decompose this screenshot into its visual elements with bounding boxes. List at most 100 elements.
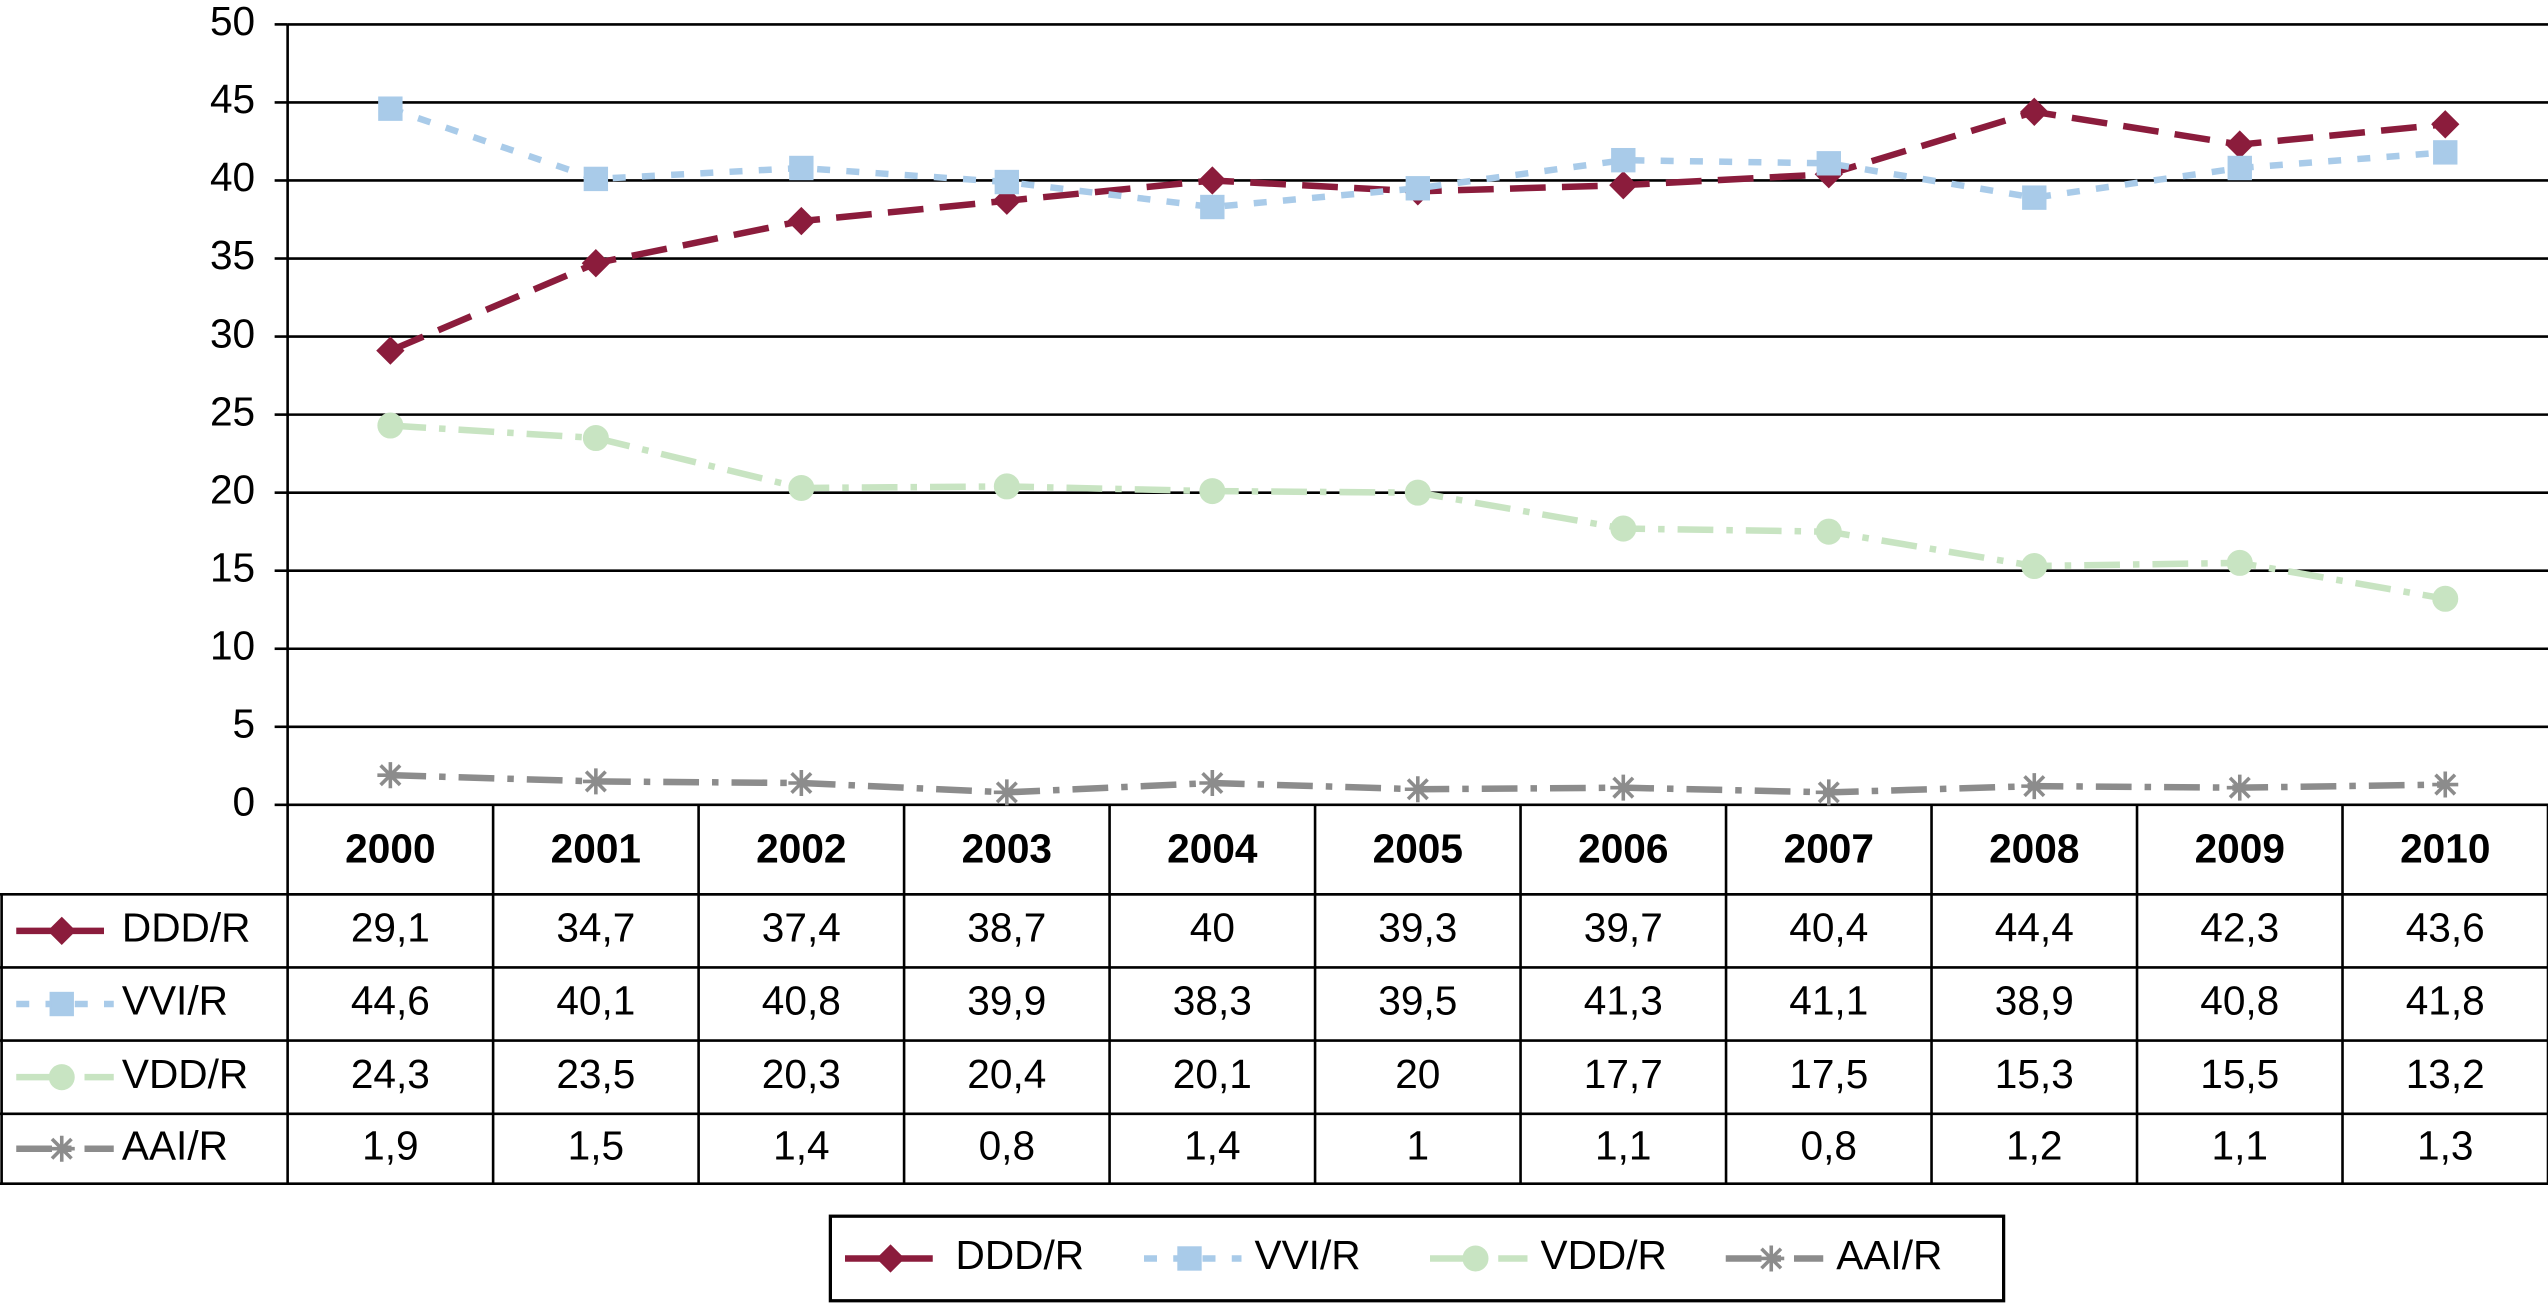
legend-label: VVI/R: [122, 978, 228, 1024]
y-tick-label: 40: [210, 154, 255, 200]
y-tick-label: 15: [210, 544, 255, 590]
marker: [1462, 1245, 1489, 1272]
legend-label: DDD/R: [122, 905, 251, 951]
y-tick-label: 30: [210, 310, 255, 356]
marker: [2022, 185, 2047, 210]
x-tick-label: 2005: [1373, 826, 1463, 872]
marker: [2431, 110, 2460, 139]
y-tick-label: 35: [210, 232, 255, 278]
table-cell: 23,5: [556, 1051, 635, 1097]
marker: [581, 249, 611, 278]
table-cell: 1,1: [1595, 1122, 1651, 1168]
table-cell: 38,9: [1995, 978, 2074, 1024]
table-cell: 39,7: [1584, 905, 1663, 951]
marker: [1199, 478, 1226, 505]
marker: [788, 769, 815, 796]
table-cell: 1: [1407, 1122, 1430, 1168]
marker: [2433, 140, 2458, 165]
marker: [993, 779, 1020, 806]
x-tick-label: 2009: [2195, 826, 2285, 872]
marker: [1758, 1245, 1785, 1272]
marker: [2432, 771, 2459, 798]
x-tick-label: 2010: [2400, 826, 2490, 872]
marker: [1200, 194, 1225, 220]
y-tick-label: 5: [233, 701, 256, 747]
marker: [48, 1135, 75, 1162]
marker: [377, 762, 404, 789]
table-cell: 39,3: [1378, 905, 1457, 951]
marker: [788, 474, 815, 501]
y-tick-label: 45: [210, 76, 255, 122]
legend-label: VDD/R: [122, 1051, 248, 1097]
table-cell: 15,5: [2200, 1051, 2279, 1097]
marker: [583, 166, 609, 192]
marker: [1816, 151, 1841, 176]
legend-label: VDD/R: [1541, 1232, 1667, 1278]
table-cell: 1,2: [2006, 1122, 2062, 1168]
table-cell: 20,3: [762, 1051, 841, 1097]
y-tick-label: 0: [233, 779, 256, 825]
marker: [2021, 553, 2048, 580]
series: [377, 762, 2459, 806]
table-cell: 38,7: [967, 905, 1046, 951]
table-cell: 40,4: [1789, 905, 1868, 951]
marker: [1404, 776, 1431, 803]
legend-label: DDD/R: [956, 1232, 1085, 1278]
table-cell: 1,4: [1184, 1122, 1240, 1168]
marker: [992, 186, 1021, 215]
series: [377, 412, 2459, 612]
marker: [1610, 774, 1637, 801]
table-cell: 0,8: [1801, 1122, 1857, 1168]
marker: [378, 96, 403, 121]
table-cell: 1,5: [568, 1122, 624, 1168]
marker: [582, 425, 609, 452]
marker: [1610, 515, 1637, 542]
table-cell: 13,2: [2406, 1051, 2485, 1097]
table-cell: 17,7: [1584, 1051, 1663, 1097]
table-cell: 40: [1190, 905, 1235, 951]
table-cell: 39,5: [1378, 978, 1457, 1024]
table-cell: 1,9: [362, 1122, 418, 1168]
marker: [1177, 1246, 1202, 1271]
table-cell: 29,1: [351, 905, 430, 951]
y-tick-label: 25: [210, 388, 255, 434]
marker: [1815, 518, 1842, 545]
marker: [993, 473, 1020, 500]
table-cell: 17,5: [1789, 1051, 1868, 1097]
marker: [789, 155, 814, 181]
table-cell: 41,1: [1789, 978, 1868, 1024]
table-cell: 24,3: [351, 1051, 430, 1097]
marker: [2225, 130, 2254, 159]
line: [390, 422, 2446, 603]
x-tick-label: 2008: [1989, 826, 2079, 872]
table-cell: 40,8: [762, 978, 841, 1024]
table-cell: 20: [1395, 1051, 1440, 1097]
marker: [47, 916, 76, 946]
marker: [1404, 479, 1431, 506]
marker: [2227, 155, 2252, 181]
marker: [876, 1244, 905, 1273]
y-tick-label: 20: [210, 466, 255, 512]
table-cell: 44,6: [351, 978, 430, 1024]
marker: [2226, 774, 2253, 801]
marker: [1199, 769, 1226, 796]
x-tick-label: 2003: [962, 826, 1052, 872]
marker: [1815, 779, 1842, 806]
table-cell: 44,4: [1995, 905, 2074, 951]
table-cell: 20,4: [967, 1051, 1046, 1097]
y-tick-label: 10: [210, 622, 255, 668]
marker: [377, 412, 404, 439]
x-tick-label: 2002: [756, 826, 846, 872]
marker: [1198, 166, 1227, 195]
x-tick-label: 2001: [551, 826, 641, 872]
table-cell: 39,9: [967, 978, 1046, 1024]
marker: [787, 206, 816, 236]
legend-label: AAI/R: [1836, 1232, 1942, 1278]
marker: [2021, 773, 2048, 800]
legend-box: [828, 1214, 2006, 1303]
x-tick-label: 2000: [345, 826, 435, 872]
marker: [2226, 549, 2253, 576]
x-tick-label: 2006: [1578, 826, 1668, 872]
